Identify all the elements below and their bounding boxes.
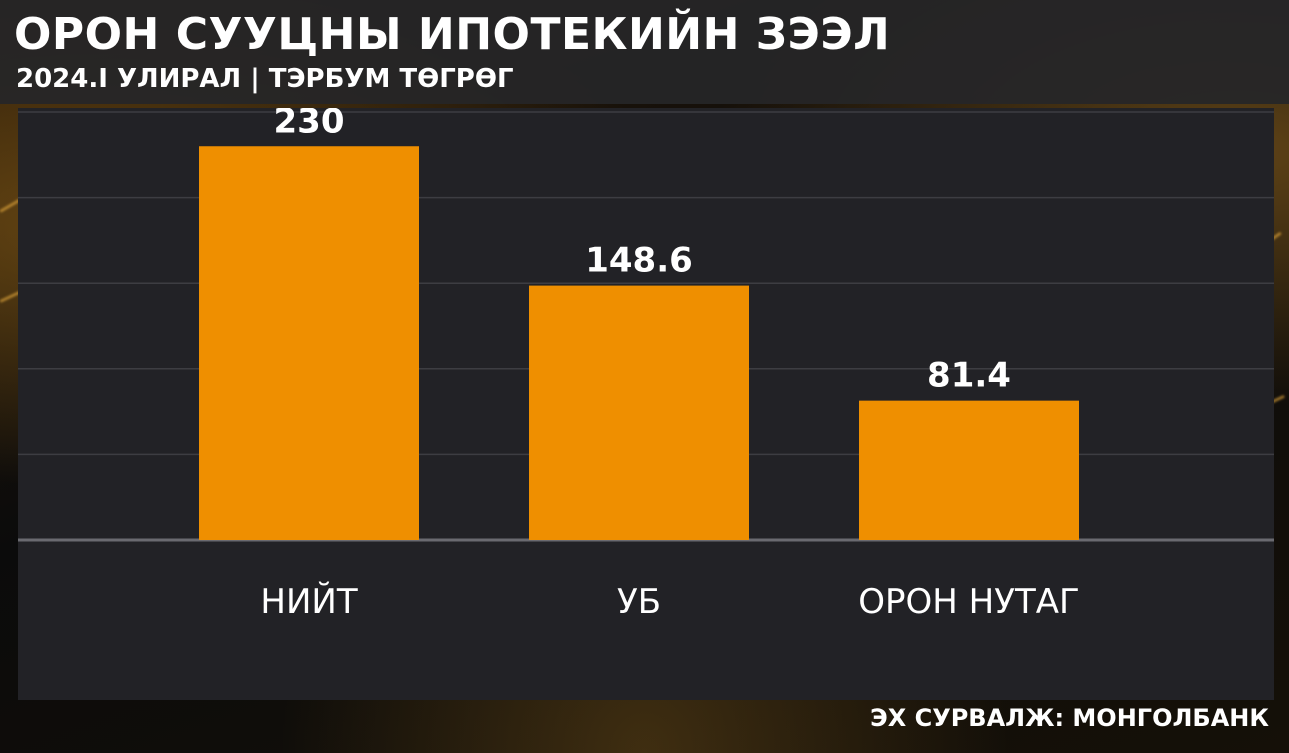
category-label: ОРОН НУТАГ [858, 582, 1079, 622]
bar [529, 285, 749, 540]
labels: 230 НИЙТ 148.6 УБ 81.4 ОРОН НУТАГ [260, 108, 1079, 622]
category-label: НИЙТ [260, 581, 357, 622]
bars [199, 146, 1079, 541]
data-label: 81.4 [927, 356, 1011, 396]
data-label: 148.6 [585, 241, 693, 281]
bar [199, 146, 419, 541]
data-label: 230 [274, 108, 345, 141]
source-note: ЭХ СУРВАЛЖ: МОНГОЛБАНК [870, 704, 1269, 732]
page-subtitle: 2024.I УЛИРАЛ | ТЭРБУМ ТӨГРӨГ [16, 64, 514, 94]
page-title: ОРОН СУУЦНЫ ИПОТЕКИЙН ЗЭЭЛ [14, 9, 891, 60]
header-bar: ОРОН СУУЦНЫ ИПОТЕКИЙН ЗЭЭЛ 2024.I УЛИРАЛ… [0, 0, 1289, 104]
category-label: УБ [617, 582, 661, 622]
bar [859, 400, 1079, 540]
bar-chart: 230 НИЙТ 148.6 УБ 81.4 ОРОН НУТАГ [18, 108, 1274, 622]
